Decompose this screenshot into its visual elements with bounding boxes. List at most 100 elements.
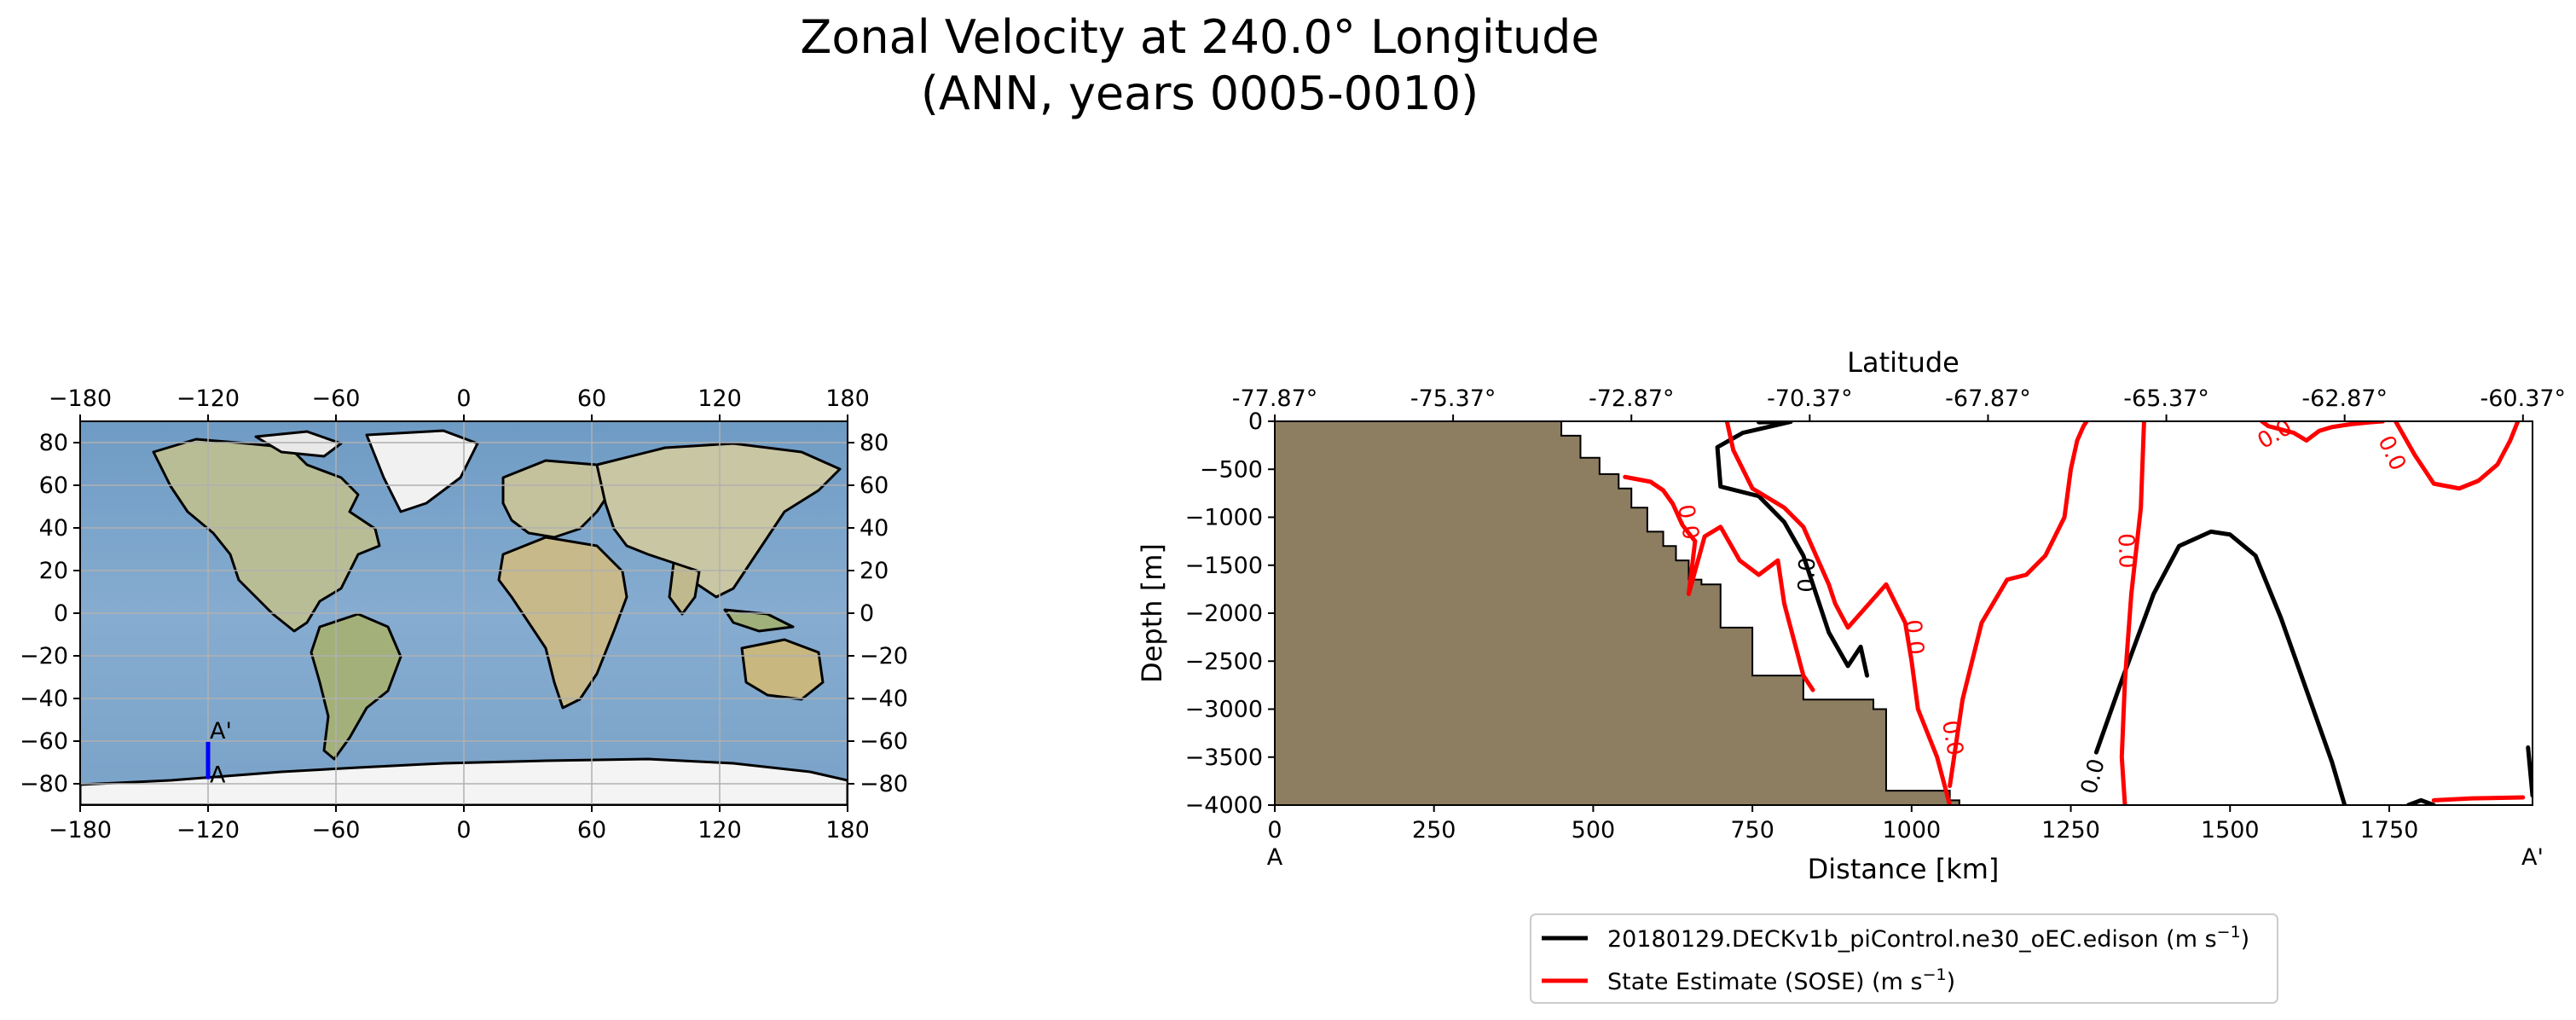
section-xtick-label: 250 (1412, 817, 1456, 843)
map-xtick-label-bottom: −120 (177, 817, 240, 843)
map-ytick-label-left: 80 (39, 430, 68, 456)
map-land-africa (497, 536, 628, 710)
y-axis-label: Depth [m] (1136, 543, 1168, 683)
section-top-tick-label: -62.87° (2301, 385, 2388, 412)
section-top-tick-label: -75.37° (1410, 385, 1496, 412)
top-axis-label: Latitude (1847, 346, 1959, 379)
section-ytick-label: −1500 (1185, 553, 1263, 579)
section-ytick-label: −3500 (1185, 745, 1263, 771)
map-ticks: −180 −180 −120 −120 −60 −60 0 0 60 60 120 120 180 180… (20, 385, 908, 843)
map-ytick-label-right: 40 (860, 515, 889, 542)
legend-obs-sup: −1 (1923, 965, 1947, 984)
map-ytick-label-left: −40 (20, 686, 68, 712)
map-ytick-label-right: −20 (860, 643, 908, 669)
map-xtick-label-bottom: 180 (825, 817, 870, 843)
map-land-group (80, 429, 848, 805)
section-xtick-label: 1750 (2360, 817, 2419, 843)
map-xtick-label-top: −180 (49, 385, 112, 412)
section-start-label: A (1267, 844, 1283, 871)
obs-contour-label: 0.0 (1672, 502, 1704, 542)
section-top-tick-label: -67.87° (1945, 385, 2031, 412)
map-xtick-label-top: 0 (456, 385, 471, 412)
section-xtick-label: 0 (1267, 817, 1282, 843)
section-ytick-label: −500 (1200, 456, 1263, 483)
map-ytick-label-left: 40 (39, 515, 68, 542)
obs-contour-line (1623, 474, 1698, 544)
map-panel: A A' −180 −180 −120 −120 −60 −60 0 0 60 60 120 120 1… (20, 385, 908, 843)
legend-obs-tail: ) (1947, 969, 1956, 995)
legend: 20180129.DECKv1b_piControl.ne30_oEC.edis… (1530, 913, 2278, 1004)
section-xtick-label: 500 (1572, 817, 1616, 843)
map-transect-end-label: A' (210, 718, 232, 745)
model-contour-label: 0.0 (1794, 557, 1821, 593)
section-xtick-label: 1250 (2041, 817, 2100, 843)
map-xtick-label-top: 60 (577, 385, 606, 412)
map-ytick-label-right: −40 (860, 686, 908, 712)
obs-contour-line (2393, 421, 2521, 491)
legend-model-main: 20180129.DECKv1b_piControl.ne30_oEC.edis… (1607, 926, 2217, 953)
map-xtick-label-bottom: −60 (312, 817, 361, 843)
map-land-australia (740, 638, 825, 701)
model-contour-line (2093, 529, 2347, 805)
obs-contour-label: 0.0 (2113, 533, 2139, 569)
map-land-greenland (365, 429, 479, 513)
map-ytick-label-left: 0 (54, 600, 68, 627)
section-ticks: 0 250 500 750 1000 1250 1500 1750 0 −500 −1000 −150… (1185, 385, 2566, 843)
map-xtick-label-bottom: −180 (49, 817, 112, 843)
map-ytick-label-right: 0 (860, 600, 874, 627)
map-land-asia (595, 442, 842, 599)
map-ytick-label-right: −60 (860, 728, 908, 755)
map-land-north-america (152, 438, 381, 633)
section-ytick-label: −1000 (1185, 505, 1263, 531)
section-panel: 0.00.00.00.00.00.00.0 0.0 0 250 500 750 1000 1… (1136, 346, 2566, 885)
contour-lines (1623, 421, 2533, 805)
legend-model-tail: ) (2241, 926, 2250, 953)
map-xtick-label-top: −120 (177, 385, 240, 412)
x-axis-label: Distance [km] (1808, 853, 2000, 885)
map-ytick-label-right: 20 (860, 558, 889, 584)
figure-title-line1: Zonal Velocity at 240.0° Longitude (800, 10, 1599, 64)
map-ytick-label-left: 20 (39, 558, 68, 584)
section-top-tick-label: -70.37° (1767, 385, 1853, 412)
section-top-tick-label: -77.87° (1232, 385, 1318, 412)
map-xtick-label-top: 120 (698, 385, 742, 412)
map-transect-start-label: A (210, 762, 226, 789)
figure-title-line2: (ANN, years 0005-0010) (921, 67, 1479, 120)
map-xtick-label-bottom: 60 (577, 817, 606, 843)
map-land-south-america (310, 612, 402, 761)
obs-contour-label: 0.0 (1936, 718, 1968, 757)
map-land-europe (501, 459, 616, 539)
legend-entry-model: 20180129.DECKv1b_piControl.ne30_oEC.edis… (1607, 923, 2249, 953)
map-ytick-label-right: −80 (860, 771, 908, 797)
map-ytick-label-left: −20 (20, 643, 68, 669)
section-xtick-label: 750 (1730, 817, 1774, 843)
obs-contour-line (1948, 421, 2089, 788)
obs-contour-line (1686, 524, 1815, 693)
section-end-label: A' (2521, 844, 2544, 871)
map-ytick-label-right: 80 (860, 430, 889, 456)
map-ytick-label-left: −80 (20, 771, 68, 797)
section-ytick-label: −4000 (1185, 792, 1263, 819)
obs-contour-line (2119, 421, 2146, 805)
section-ytick-label: −2500 (1185, 648, 1263, 675)
section-xtick-label: 1500 (2201, 817, 2260, 843)
obs-contour-line (2431, 795, 2526, 803)
legend-obs-main: State Estimate (SOSE) (m s (1607, 969, 1923, 995)
section-ytick-label: −2000 (1185, 600, 1263, 627)
map-xtick-label-top: −60 (312, 385, 361, 412)
map-ytick-label-right: 60 (860, 472, 889, 499)
obs-contour-line (2260, 421, 2385, 443)
map-xtick-label-bottom: 0 (456, 817, 471, 843)
map-xtick-label-bottom: 120 (698, 817, 742, 843)
map-ytick-label-left: 60 (39, 472, 68, 499)
obs-contour-label: 0.0 (1900, 618, 1928, 656)
model-contour-line (1715, 421, 1870, 678)
model-contour-line (2405, 797, 2436, 805)
section-ytick-label: −3000 (1185, 697, 1263, 723)
section-ytick-label: 0 (1248, 409, 1263, 435)
map-ytick-label-left: −60 (20, 728, 68, 755)
section-top-tick-label: -65.37° (2123, 385, 2209, 412)
map-xtick-label-top: 180 (825, 385, 870, 412)
section-xtick-label: 1000 (1882, 817, 1941, 843)
